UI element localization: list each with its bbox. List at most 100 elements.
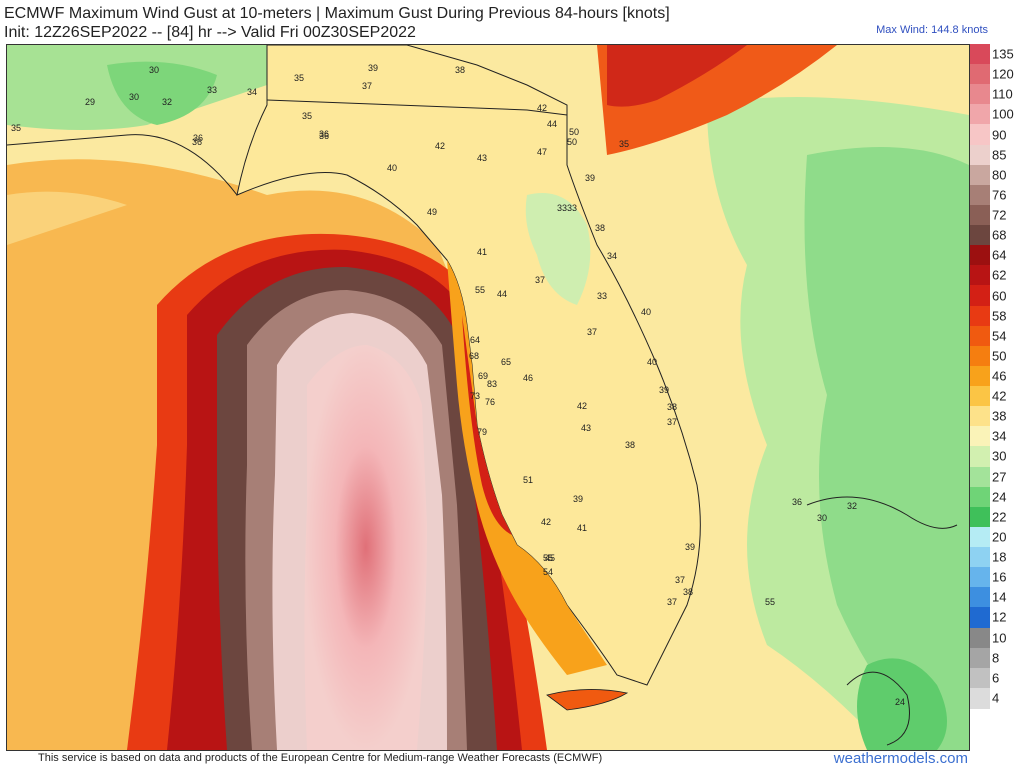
colorbar-segment: [970, 647, 990, 669]
colorbar-labels: 135 120 110 100 90 85 80 76 72 68 64 62 60 58 54 50 46 42…: [992, 44, 1024, 708]
colorbar-segment: [970, 365, 990, 387]
map-label: 37: [535, 275, 545, 285]
map-label: 55: [765, 597, 775, 607]
colorbar-segment: [970, 386, 990, 408]
map-label: 38: [455, 65, 465, 75]
map-label: 44: [497, 289, 507, 299]
map-label: 43: [477, 153, 487, 163]
map-label: 42: [577, 401, 587, 411]
colorbar-segment: [970, 305, 990, 327]
map-label: 40: [387, 163, 397, 173]
map-label: 50: [569, 127, 579, 137]
map-label: 32: [847, 501, 857, 511]
map-label: 35: [294, 73, 304, 83]
map-label: 39: [573, 494, 583, 504]
colorbar-label: 54: [992, 328, 1007, 344]
map-label: 33: [597, 291, 607, 301]
map-label: 42: [537, 103, 547, 113]
colorbar-segment: [970, 426, 990, 448]
colorbar-label: 46: [992, 368, 1007, 384]
map-label: 69: [478, 371, 488, 381]
colorbar-segment: [970, 184, 990, 206]
gust-value-labels: 30 29 30 32 33 34 35 36 37 38 39 40 41 4…: [11, 63, 905, 707]
colorbar-segment: [970, 104, 990, 126]
colorbar-segment: [970, 245, 990, 267]
map-label: 41: [577, 523, 587, 533]
alabama-darker-green: [107, 61, 217, 125]
colorbar-segment: [970, 667, 990, 689]
colorbar-segment: [970, 486, 990, 508]
colorbar-segment: [970, 567, 990, 589]
colorbar-label: 22: [992, 509, 1007, 525]
map-label: 40: [647, 357, 657, 367]
map-label: 37: [587, 327, 597, 337]
map-label: 38: [683, 587, 693, 597]
map-label: 50: [567, 137, 577, 147]
colorbar-segment: [970, 325, 990, 347]
colorbar-label: 90: [992, 127, 1007, 143]
colorbar-label: 110: [992, 86, 1013, 102]
map-label: 68: [469, 351, 479, 361]
map-svg: 30 29 30 32 33 34 35 36 37 38 39 40 41 4…: [7, 45, 969, 750]
atlantic-dark-red: [607, 45, 747, 107]
colorbar-label: 42: [992, 388, 1007, 404]
colorbar-segment: [970, 526, 990, 548]
florida-landfall-red: [462, 315, 512, 535]
map-label: 33: [567, 203, 577, 213]
colorbar-segment: [970, 687, 990, 709]
map-label: 65: [501, 357, 511, 367]
colorbar-segment: [970, 466, 990, 488]
map-label: 37: [362, 81, 372, 91]
colorbar-label: 18: [992, 549, 1007, 565]
attribution-text: This service is based on data and produc…: [38, 752, 603, 764]
map-label: 29: [85, 97, 95, 107]
colorbar-segment: [970, 164, 990, 186]
colorbar-segment: [970, 144, 990, 166]
swath-core: [304, 345, 427, 750]
map-label: 38: [667, 402, 677, 412]
brand-link[interactable]: weathermodels.com: [833, 750, 968, 767]
gulf-light-orange: [7, 191, 127, 245]
map-label: 83: [487, 379, 497, 389]
colorbar-segment: [970, 285, 990, 307]
colorbar-label: 58: [992, 308, 1007, 324]
colorbar-label: 135: [992, 46, 1014, 62]
colorbar-label: 27: [992, 469, 1007, 485]
map-label: 30: [817, 513, 827, 523]
map-label: 55: [475, 285, 485, 295]
map-label: 38: [595, 223, 605, 233]
andros-outline: [846, 671, 910, 746]
colorbar-label: 4: [992, 690, 1000, 706]
gulf-coastline: [7, 134, 238, 196]
state-border: [266, 99, 568, 116]
colorbar-label: 8: [992, 650, 1000, 666]
colorbar-segment: [970, 124, 990, 146]
map-label: 39: [368, 63, 378, 73]
map-label: 41: [477, 247, 487, 257]
map-label: 37: [667, 597, 677, 607]
map-label: 42: [435, 141, 445, 151]
map-label: 35: [619, 139, 629, 149]
map-label: 64: [470, 335, 480, 345]
colorbar-label: 76: [992, 187, 1007, 203]
colorbar-label: 62: [992, 267, 1007, 283]
colorbar-segment: [970, 446, 990, 468]
map-label: 37: [675, 575, 685, 585]
map-label: 24: [895, 697, 905, 707]
colorbar-label: 16: [992, 569, 1007, 585]
colorbar-segment: [970, 607, 990, 629]
bahamas-green: [857, 658, 947, 750]
map-label: 39: [659, 385, 669, 395]
map-label: 36: [192, 137, 202, 147]
map-label: 36: [792, 497, 802, 507]
colorbar-label: 50: [992, 348, 1007, 364]
map-label: 51: [523, 475, 533, 485]
colorbar-label: 100: [992, 106, 1014, 122]
wind-gust-map: 30 29 30 32 33 34 35 36 37 38 39 40 41 4…: [6, 44, 970, 751]
colorbar-label: 14: [992, 589, 1007, 605]
map-label: 36: [319, 131, 329, 141]
map-label: 49: [427, 207, 437, 217]
colorbar-segment: [970, 204, 990, 226]
colorbar-label: 64: [992, 247, 1007, 263]
colorbar-segment: [970, 64, 990, 86]
